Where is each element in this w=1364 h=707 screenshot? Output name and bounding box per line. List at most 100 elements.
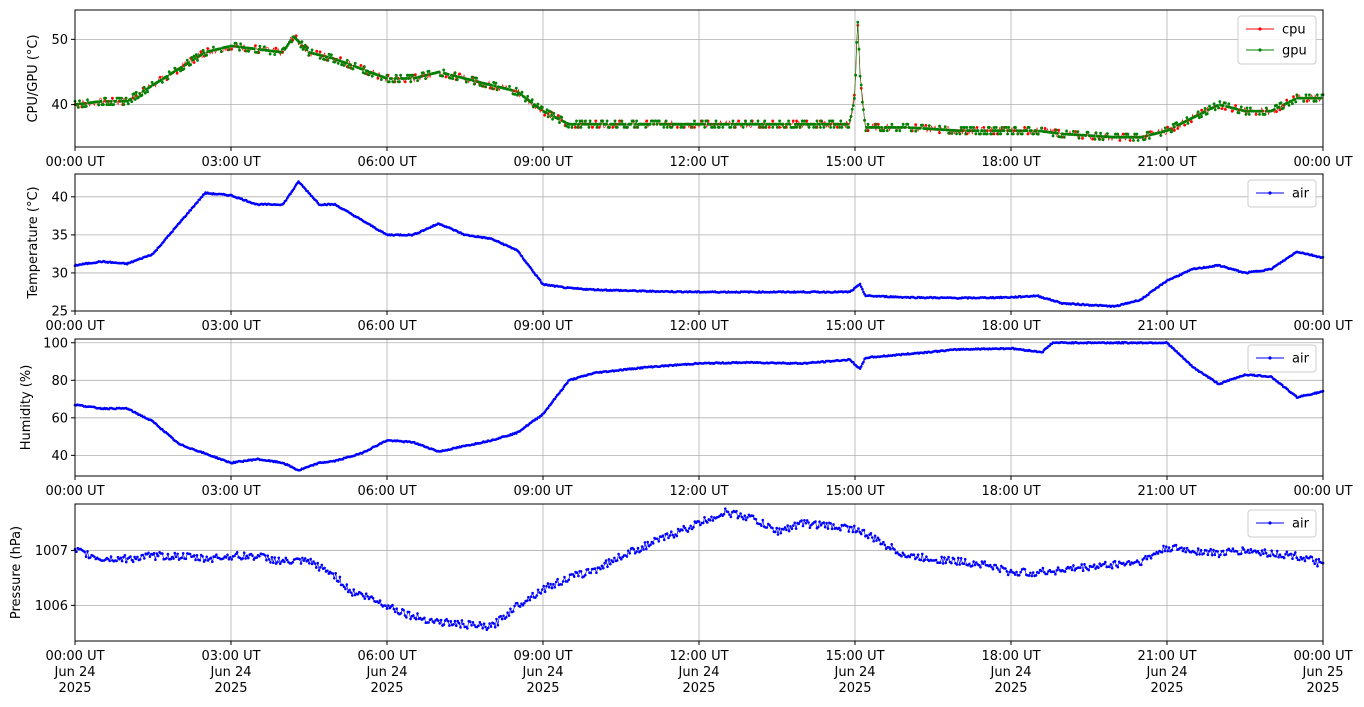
data-point xyxy=(303,43,307,47)
data-point xyxy=(566,381,569,385)
data-point xyxy=(251,554,254,557)
data-point xyxy=(991,129,995,133)
data-point xyxy=(879,129,882,133)
x-tick-label: Jun 25 xyxy=(1302,665,1344,680)
data-point xyxy=(691,122,695,126)
data-point xyxy=(317,53,321,57)
data-point xyxy=(584,119,587,123)
data-point xyxy=(306,558,310,562)
data-point xyxy=(525,97,528,101)
data-point xyxy=(857,527,860,530)
data-point xyxy=(771,126,775,129)
data-point xyxy=(258,555,261,558)
data-point xyxy=(130,100,134,103)
data-point xyxy=(732,126,736,129)
data-point xyxy=(566,122,569,125)
data-point xyxy=(506,611,509,614)
data-point xyxy=(1230,109,1234,113)
data-point xyxy=(274,46,278,50)
data-point xyxy=(822,521,826,524)
data-point xyxy=(878,538,881,542)
data-point xyxy=(776,533,780,536)
data-point xyxy=(1248,551,1251,555)
data-point xyxy=(442,68,446,72)
data-point xyxy=(425,73,429,77)
data-point xyxy=(267,49,271,52)
data-point xyxy=(665,532,669,535)
data-point xyxy=(520,90,524,94)
data-point xyxy=(1166,125,1169,129)
x-tick-label: Jun 24 xyxy=(834,665,876,680)
data-point xyxy=(178,67,181,70)
x-tick-label: 21:00 UT xyxy=(1137,155,1196,170)
data-point xyxy=(656,537,659,541)
data-point xyxy=(1319,96,1323,100)
data-point xyxy=(344,61,348,65)
data-point xyxy=(1264,106,1268,110)
data-point xyxy=(1235,550,1239,553)
data-point xyxy=(1074,130,1078,133)
data-point xyxy=(828,119,831,123)
data-point xyxy=(193,554,196,557)
data-point xyxy=(335,58,339,62)
data-point xyxy=(981,129,984,133)
data-point xyxy=(832,523,835,526)
data-point xyxy=(1247,113,1251,116)
data-point xyxy=(946,128,949,132)
data-point xyxy=(254,44,257,48)
data-point xyxy=(1173,125,1176,129)
data-point xyxy=(89,556,92,559)
data-point xyxy=(711,126,714,129)
x-tick-label: 00:00 UT xyxy=(1293,484,1352,499)
data-point xyxy=(1186,122,1190,125)
data-point xyxy=(391,603,394,607)
data-point xyxy=(455,624,458,627)
data-point xyxy=(861,287,864,291)
data-point xyxy=(609,562,612,566)
data-point xyxy=(141,553,145,557)
data-point xyxy=(774,122,778,126)
data-point xyxy=(584,573,587,577)
data-point xyxy=(246,46,249,50)
data-point xyxy=(1245,106,1249,110)
data-point xyxy=(615,559,619,562)
data-point xyxy=(460,619,464,622)
data-point xyxy=(455,78,459,82)
data-point xyxy=(623,122,627,126)
data-point xyxy=(1282,556,1286,560)
data-point xyxy=(114,99,118,103)
data-point xyxy=(1205,549,1208,552)
data-point xyxy=(1274,555,1278,558)
data-point xyxy=(156,554,160,558)
data-point xyxy=(940,555,943,559)
data-point xyxy=(477,80,481,84)
data-point xyxy=(1212,102,1216,106)
data-point xyxy=(299,45,303,49)
data-point xyxy=(542,584,545,588)
data-point xyxy=(882,540,885,544)
data-point xyxy=(893,126,897,129)
data-point xyxy=(198,198,202,201)
data-point xyxy=(196,200,199,204)
data-point xyxy=(876,122,880,126)
data-point xyxy=(247,556,250,560)
data-point xyxy=(161,552,164,555)
data-point xyxy=(1196,547,1200,550)
data-point xyxy=(473,82,476,86)
data-point xyxy=(727,122,730,126)
data-point xyxy=(1183,547,1186,550)
data-point xyxy=(490,83,493,87)
data-point xyxy=(851,104,855,107)
data-point xyxy=(939,561,942,564)
data-point xyxy=(968,562,971,566)
data-point xyxy=(993,129,997,133)
data-point xyxy=(882,129,886,133)
data-point xyxy=(1128,139,1132,142)
data-point xyxy=(263,554,267,557)
data-point xyxy=(693,119,696,123)
data-point xyxy=(794,527,798,530)
data-point xyxy=(395,607,399,610)
x-tick-label: 2025 xyxy=(1150,681,1183,696)
data-point xyxy=(378,74,382,78)
